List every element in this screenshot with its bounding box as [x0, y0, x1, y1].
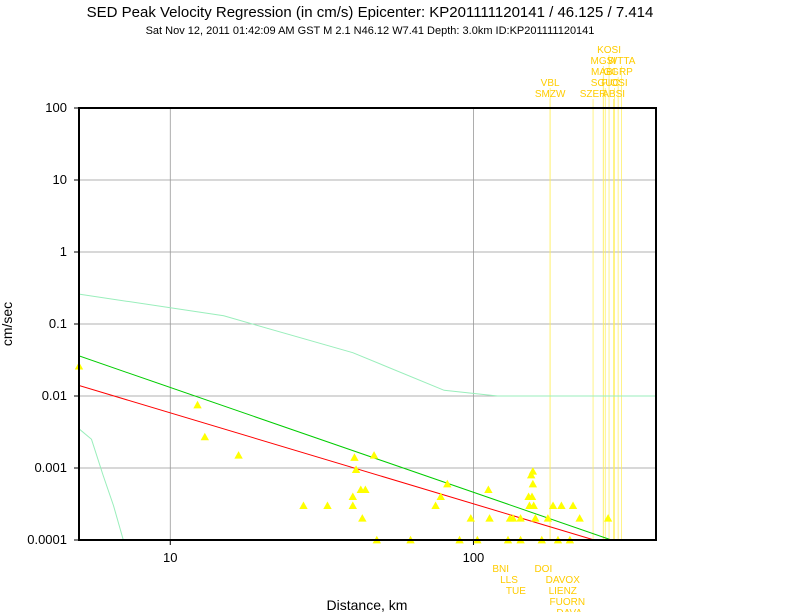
regression-line: [79, 428, 124, 540]
y-tick-label: 0.01: [42, 388, 67, 403]
y-tick-label: 0.1: [49, 316, 67, 331]
y-tick-label: 0.001: [34, 460, 67, 475]
data-points: [74, 361, 613, 544]
chart-title: SED Peak Velocity Regression (in cm/s) E…: [86, 4, 654, 21]
data-point: [200, 432, 210, 441]
data-point: [234, 451, 243, 459]
x-tick-label: 100: [463, 550, 485, 565]
data-point: [299, 501, 308, 510]
station-label-top: VBL: [541, 78, 560, 89]
data-point: [527, 492, 537, 501]
data-point: [466, 514, 476, 522]
station-label-top: KOSI: [597, 45, 621, 56]
y-axis-label: cm/sec: [0, 302, 15, 346]
station-label-bottom: BNI: [492, 564, 509, 575]
data-point: [348, 492, 358, 501]
station-label-top: GGRP: [603, 67, 633, 78]
data-point: [193, 400, 202, 409]
x-tick-label: 10: [163, 550, 177, 565]
station-label-top: ABSI: [602, 89, 625, 100]
data-point: [568, 501, 578, 510]
data-point: [358, 514, 367, 522]
regression-line: [79, 385, 595, 540]
station-label-top: SMZW: [535, 89, 566, 100]
data-point: [443, 479, 452, 488]
y-tick-label: 10: [53, 172, 67, 187]
station-label-bottom: LLS: [500, 575, 518, 586]
data-point: [516, 514, 525, 522]
data-point: [431, 501, 440, 510]
y-tick-label: 0.0001: [27, 532, 67, 547]
station-label-bottom: FUORN: [550, 597, 586, 608]
data-point: [436, 492, 445, 501]
data-point: [603, 514, 613, 522]
data-point: [543, 514, 553, 522]
station-label-top: MABI: [591, 67, 615, 78]
y-tick-label: 100: [45, 100, 67, 115]
data-point: [531, 514, 540, 522]
data-point: [528, 479, 538, 488]
data-point: [485, 514, 494, 522]
data-point: [548, 501, 558, 510]
data-point: [351, 465, 361, 473]
data-point: [575, 514, 584, 522]
data-point: [528, 467, 538, 475]
chart-subtitle: Sat Nov 12, 2011 01:42:09 AM GST M 2.1 N…: [145, 25, 595, 37]
station-label-top: SZER: [580, 89, 607, 100]
y-tick-label: 1: [60, 244, 67, 259]
grid: [79, 107, 656, 541]
station-label-bottom: DAVOX: [546, 575, 581, 586]
axis-ticks: 10 100 100 10 1 0.1 0.01 0.001 0.0001: [27, 100, 484, 565]
station-label-bottom: DOI: [534, 564, 552, 575]
regression-line: [79, 355, 612, 540]
data-point: [508, 514, 518, 522]
station-label-top: MGSI: [590, 56, 616, 67]
data-point: [350, 453, 359, 461]
data-point: [369, 451, 379, 459]
data-point: [361, 485, 370, 494]
regression-lines: [79, 293, 656, 540]
regression-line: [79, 293, 656, 397]
station-label-bottom: LIENZ: [549, 586, 577, 597]
data-point: [484, 485, 493, 494]
data-point: [557, 501, 566, 510]
x-axis-label: Distance, km: [327, 597, 408, 612]
data-point: [348, 501, 358, 510]
station-label-bottom: DAVA: [556, 608, 582, 612]
station-label-top: WTTA: [608, 56, 636, 67]
data-point: [323, 501, 332, 510]
data-point: [529, 501, 538, 510]
station-label-bottom: TUE: [506, 586, 526, 597]
station-label-top: SGUC: [591, 78, 620, 89]
station-label-top: FIOSI: [601, 78, 627, 89]
